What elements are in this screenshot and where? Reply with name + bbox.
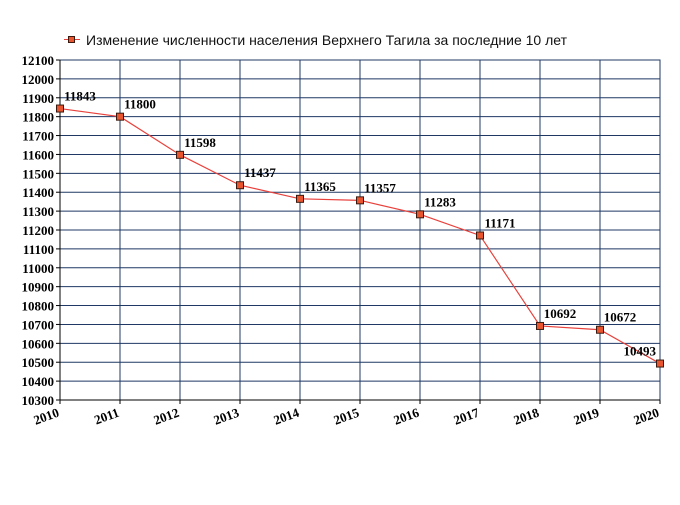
y-tick-label: 11200 [22,223,54,238]
y-tick-label: 11600 [22,147,54,162]
data-label: 10672 [604,310,637,325]
data-point [296,194,304,203]
y-tick-label: 11300 [22,204,54,219]
y-tick-label: 10600 [22,336,55,351]
chart-legend: Изменение численности населения Верхнего… [64,31,567,49]
x-tick-label: 2017 [451,405,481,428]
y-tick-label: 11900 [22,91,54,106]
y-tick-label: 11700 [22,129,54,144]
y-tick-label: 11000 [22,261,54,276]
legend-series-label: Изменение численности населения Верхнего… [86,32,567,48]
data-label: 11171 [484,215,515,230]
data-point [356,196,364,205]
data-label: 11283 [424,194,456,209]
data-label: 10493 [624,344,657,359]
data-label: 11598 [184,135,216,150]
y-tick-label: 11500 [22,166,54,181]
x-tick-label: 2019 [571,405,601,428]
data-point [416,210,424,219]
x-tick-label: 2020 [631,405,661,428]
x-tick-label: 2014 [271,405,301,428]
y-tick-label: 10300 [22,393,55,408]
x-tick-label: 2010 [31,405,61,428]
x-tick-label: 2018 [511,405,541,428]
data-point [116,112,124,121]
x-tick-label: 2016 [391,405,421,428]
data-point [236,181,244,190]
data-point [536,321,544,330]
data-point [56,104,64,113]
x-tick-label: 2015 [331,405,361,428]
x-tick-label: 2013 [211,405,241,428]
y-tick-label: 12000 [22,72,55,87]
y-tick-label: 10500 [22,355,55,370]
data-label: 11365 [304,179,336,194]
data-label: 11437 [244,165,276,180]
data-point [176,150,184,159]
x-tick-label: 2011 [92,405,121,428]
y-tick-label: 10800 [22,299,55,314]
y-tick-label: 11400 [22,185,54,200]
y-tick-label: 10900 [22,280,55,295]
data-label: 11357 [364,180,396,195]
y-tick-label: 11100 [23,242,54,257]
data-label: 10692 [544,306,577,321]
data-point [476,231,484,240]
y-tick-label: 10400 [22,374,55,389]
legend-marker-icon [64,34,80,46]
y-tick-label: 11800 [22,110,54,125]
y-tick-label: 10700 [22,317,55,332]
data-label: 11800 [124,97,156,112]
x-tick-label: 2012 [151,405,181,428]
data-point [596,325,604,334]
data-label: 11843 [64,89,96,104]
y-tick-label: 12100 [22,53,55,68]
data-point [656,359,664,368]
